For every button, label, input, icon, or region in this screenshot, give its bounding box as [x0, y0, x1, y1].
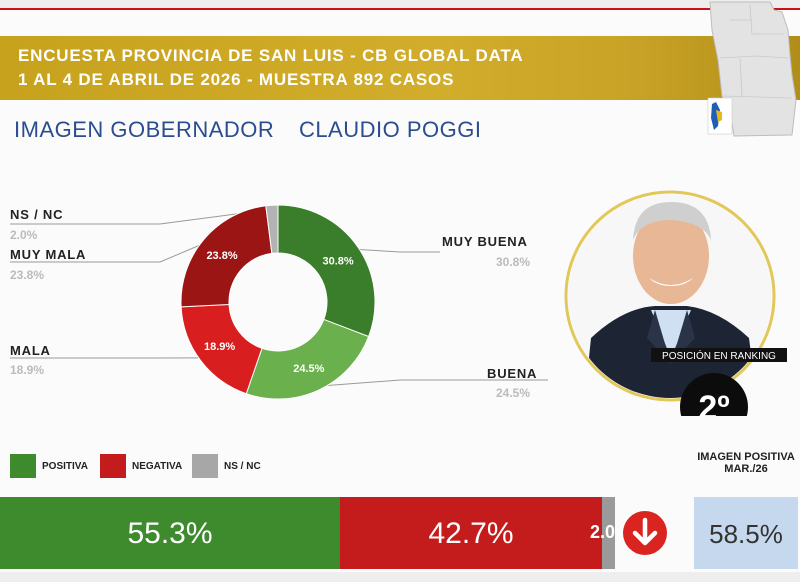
- argentina-map-icon: [707, 1, 797, 137]
- title-label: IMAGEN GOBERNADOR: [14, 117, 275, 142]
- legend-label-nsnc: NS / NC: [10, 207, 64, 222]
- legend-text-positiva: POSITIVA: [42, 461, 88, 472]
- donut-slices: [180, 204, 376, 400]
- leader-lines: [10, 208, 548, 387]
- donut-chart: 30.8% 24.5% 18.9% 23.8%: [10, 204, 548, 400]
- positive-total-value: 55.3%: [127, 517, 213, 550]
- header-title: ENCUESTA PROVINCIA DE SAN LUIS - CB GLOB…: [18, 46, 524, 65]
- header-band: ENCUESTA PROVINCIA DE SAN LUIS - CB GLOB…: [0, 36, 800, 100]
- leader-line: [10, 241, 207, 263]
- previous-image-value: 58.5%: [709, 519, 783, 549]
- legend-value-muy-buena: 30.8%: [496, 255, 531, 269]
- header-subtitle: 1 AL 4 DE ABRIL DE 2026 - MUESTRA 892 CA…: [18, 70, 455, 89]
- legend-value-muy-mala: 23.8%: [10, 268, 45, 282]
- legend-label-mala: MALA: [10, 343, 51, 358]
- negative-total-value: 42.7%: [428, 517, 514, 550]
- slice-value-label: 24.5%: [293, 363, 324, 375]
- legend-label-buena: BUENA: [487, 366, 538, 381]
- chart-title: IMAGEN GOBERNADOR CLAUDIO POGGI: [14, 117, 481, 143]
- down-arrow-icon: [623, 511, 667, 555]
- positive-total-bar: 55.3%: [0, 497, 340, 569]
- donut-slice-ns-nc: [265, 204, 279, 254]
- legend-swatch-negativa: [100, 454, 126, 478]
- slice-value-label: 18.9%: [204, 341, 235, 353]
- legend-text-negativa: NEGATIVA: [132, 461, 183, 472]
- donut-slice-muy-buena: [277, 204, 376, 338]
- legend-swatch-nsnc: [192, 454, 218, 478]
- legend-text-nsnc: NS / NC: [224, 461, 261, 472]
- donut-slice-muy-mala: [180, 205, 273, 308]
- ranking-value: 2º: [698, 389, 729, 416]
- color-legend: POSITIVA NEGATIVA NS / NC: [10, 454, 300, 478]
- donut-labels: 30.8% 24.5% 18.9% 23.8%: [204, 250, 354, 375]
- slice-value-label: 30.8%: [323, 256, 354, 268]
- negative-total-bar: 42.7%: [340, 497, 602, 569]
- nsnc-total-value: 2.0: [590, 522, 616, 542]
- previous-image-box: 58.5%: [694, 497, 798, 569]
- legend-swatch-positiva: [10, 454, 36, 478]
- legend-value-mala: 18.9%: [10, 363, 45, 377]
- donut-slice-mala: [180, 303, 263, 395]
- title-name: CLAUDIO POGGI: [298, 117, 482, 142]
- legend-label-muy-mala: MUY MALA: [10, 247, 87, 262]
- bottom-strip: [0, 572, 800, 582]
- nsnc-total-bar: 2.0: [590, 497, 615, 569]
- donut-chart-area: 30.8% 24.5% 18.9% 23.8% NS / NC 2.0% MUY MA…: [0, 190, 560, 430]
- ranking-label: POSICIÓN EN RANKING: [662, 349, 776, 362]
- legend-value-nsnc: 2.0%: [10, 228, 38, 242]
- ranking-badge: [680, 373, 748, 416]
- top-strip: [0, 0, 800, 10]
- previous-image-label: IMAGEN POSITIVA MAR./26: [697, 451, 795, 475]
- legend-value-buena: 24.5%: [496, 386, 531, 400]
- leader-line: [317, 379, 548, 387]
- leader-line: [354, 248, 440, 253]
- legend-label-muy-buena: MUY BUENA: [442, 234, 528, 249]
- province-highlight-icon: [707, 97, 733, 135]
- slice-value-label: 23.8%: [206, 250, 237, 262]
- governor-portrait: POSICIÓN EN RANKING 2º: [564, 190, 787, 416]
- leader-line: [10, 208, 273, 225]
- donut-slice-buena: [245, 318, 370, 400]
